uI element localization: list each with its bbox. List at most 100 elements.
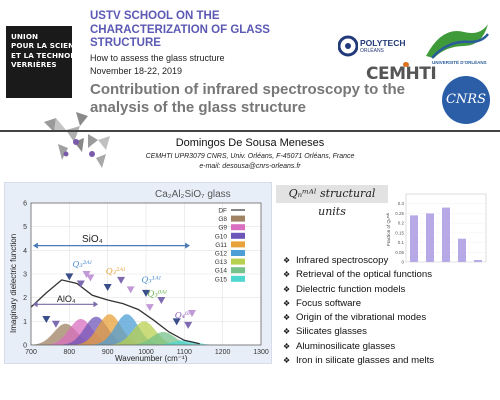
tetrahedron-icon [117, 276, 126, 284]
list-item: ❖ Origin of the vibrational modes [283, 311, 434, 325]
x-tick-label: 1100 [177, 349, 192, 356]
y-tick-label: 4 [23, 248, 27, 255]
header-divider [0, 130, 500, 132]
y-tick-label: 0 [23, 343, 27, 350]
union-logo-line: UNION [11, 32, 39, 41]
list-item-text: Dielectric function models [296, 283, 406, 295]
mini-bar [426, 213, 434, 262]
arrow-head-icon [185, 242, 191, 249]
list-item: ❖ Silicates glasses [283, 325, 434, 339]
tetrahedron-icon [76, 280, 85, 288]
legend-label: G10 [215, 233, 228, 240]
arrow-head-icon [32, 301, 38, 308]
chart-annotations: SiO₄ AlO₄ Q₃³ᴬˡ Q₃²ᴬˡ Q₃¹ᴬˡ Q₃⁰ᴬˡ Q₄⁰ᴬˡ [32, 234, 196, 329]
mini-bar [458, 238, 466, 262]
legend-swatch [231, 250, 245, 256]
tetrahedron-icon [86, 274, 95, 282]
legend-swatch [231, 267, 245, 274]
list-item: ❖ Dielectric function models [283, 283, 434, 297]
df-line [30, 279, 200, 345]
tetrahedron-icon [42, 315, 51, 323]
legend-label: G12 [215, 251, 228, 258]
polytech-logo-subtext: ORLÉANS [360, 48, 384, 54]
band-g15 [149, 340, 219, 345]
y-axis-label: Imaginary dielectric function [9, 234, 18, 333]
legend-label: DF [218, 208, 227, 215]
union-verre-logo: UNION POUR LA SCIENCE ET LA TECHNOLOGIE … [6, 26, 95, 98]
q3-0al-label: Q₃⁰ᴬˡ [148, 289, 168, 299]
university-logo-icon [426, 24, 489, 59]
legend-label: G9 [218, 225, 227, 232]
chart-axes [30, 202, 262, 346]
sio4-label: SiO₄ [82, 234, 103, 245]
list-item-text: Retrieval of the optical functions [296, 269, 432, 281]
tetrahedron-icon [172, 318, 181, 326]
school-title: USTV SCHOOL ON THE CHARACTERIZATION OF G… [90, 10, 270, 49]
diamond-bullet-icon: ❖ [283, 313, 291, 323]
list-item-text: Origin of the vibrational modes [296, 312, 427, 324]
cemhti-logo: CEMHTI [366, 64, 437, 84]
diamond-bullet-icon: ❖ [283, 298, 291, 308]
list-item: ❖ Iron in silicate glasses and melts [283, 354, 434, 368]
polytech-logo-icon [338, 35, 358, 57]
list-item: ❖ Retrieval of the optical functions [283, 268, 434, 282]
y-tick-label: 5 [23, 224, 27, 231]
subtitle: How to assess the glass structure [90, 53, 225, 63]
x-tick-label: 1300 [253, 349, 269, 356]
arrow-head-icon [32, 242, 38, 249]
plot-frame [30, 202, 262, 346]
y-tick-label: 1 [23, 319, 27, 326]
topic-list: ❖ Infrared spectroscopy ❖ Retrieval of the… [283, 254, 434, 368]
mini-y-tick-label: 0.05 [395, 250, 404, 255]
diamond-bullet-icon: ❖ [283, 341, 291, 351]
tetrahedron-icon [126, 286, 135, 294]
dates: November 18-22, 2019 [90, 66, 183, 76]
author-email: e-mail: desousa@cnrs-orleans.fr [199, 163, 301, 170]
y-tick-label: 3 [23, 272, 27, 279]
gaussian-bands [31, 314, 219, 345]
mini-y-tick-label: 0.1 [398, 240, 405, 245]
author-affiliation: CEMHTI UPR3079 CNRS, Univ. Orléans, F-45… [145, 153, 355, 160]
mini-y-tick-label: 0.25 [395, 211, 404, 216]
q4-0al-label: Q₄⁰ᴬˡ [175, 311, 195, 321]
legend-swatch [231, 241, 245, 248]
diamond-bullet-icon: ❖ [283, 327, 291, 337]
alo4-label: AlO₄ [57, 294, 76, 304]
arrow-head-icon [93, 301, 99, 308]
list-item: ❖ Aluminosilicate glasses [283, 340, 434, 354]
legend-label: G15 [215, 276, 228, 283]
legend-swatch [231, 275, 245, 282]
diamond-bullet-icon: ❖ [283, 256, 291, 265]
tetrahedron-icon [145, 304, 154, 312]
legend-swatch [231, 215, 245, 222]
y-tick-label: 2 [23, 295, 27, 302]
university-logo-text: UNIVERSITÉ D'ORLÉANS [432, 60, 487, 65]
diamond-bullet-icon: ❖ [283, 356, 291, 366]
units-title: Qₙᵐᴬˡ structural units [276, 185, 388, 218]
diamond-bullet-icon: ❖ [283, 270, 291, 280]
chart-ticks: 700 800 900 1000 1100 1200 1300 0 1 2 3 4 5 6 [23, 201, 269, 357]
tetrahedron-icon [188, 310, 196, 318]
legend-label: G11 [215, 242, 227, 249]
tetrahedron-icon [82, 271, 91, 278]
mini-bar [442, 207, 450, 262]
mini-bar [410, 215, 418, 262]
legend-label: G14 [215, 268, 228, 275]
union-logo-line: POUR LA SCIENCE [11, 41, 85, 51]
union-logo-line: VERRIÈRES [11, 60, 57, 70]
dielectric-spectrum-chart: 700 800 900 1000 1100 1200 1300 0 1 2 3 4 5 6 DF G8 G9 G… [4, 182, 272, 364]
x-tick-label: 900 [102, 349, 114, 356]
mini-y-tick-label: 0.15 [395, 230, 404, 235]
x-tick-label: 800 [63, 349, 75, 356]
author-name: Domingos De Sousa Meneses [175, 137, 325, 149]
tetrahedron-icon [65, 273, 74, 281]
y-tick-label: 6 [23, 201, 27, 208]
chart-title: Ca₂Al₂SiO₇ glass [155, 189, 231, 200]
q3-3al-label: Q₃³ᴬˡ [72, 260, 92, 270]
mini-y-tick-label: 0 [401, 260, 404, 265]
fraction-bar-chart: Fraction of Qₙᵐᴬˡ 0 0.05 0.1 0.15 0.2 0.25 0.3 [382, 186, 490, 272]
tetrahedron-icon [103, 284, 112, 292]
x-axis-label: Wavenumber (cm⁻¹) [115, 354, 188, 363]
mini-y-tick-label: 0.2 [398, 221, 405, 226]
